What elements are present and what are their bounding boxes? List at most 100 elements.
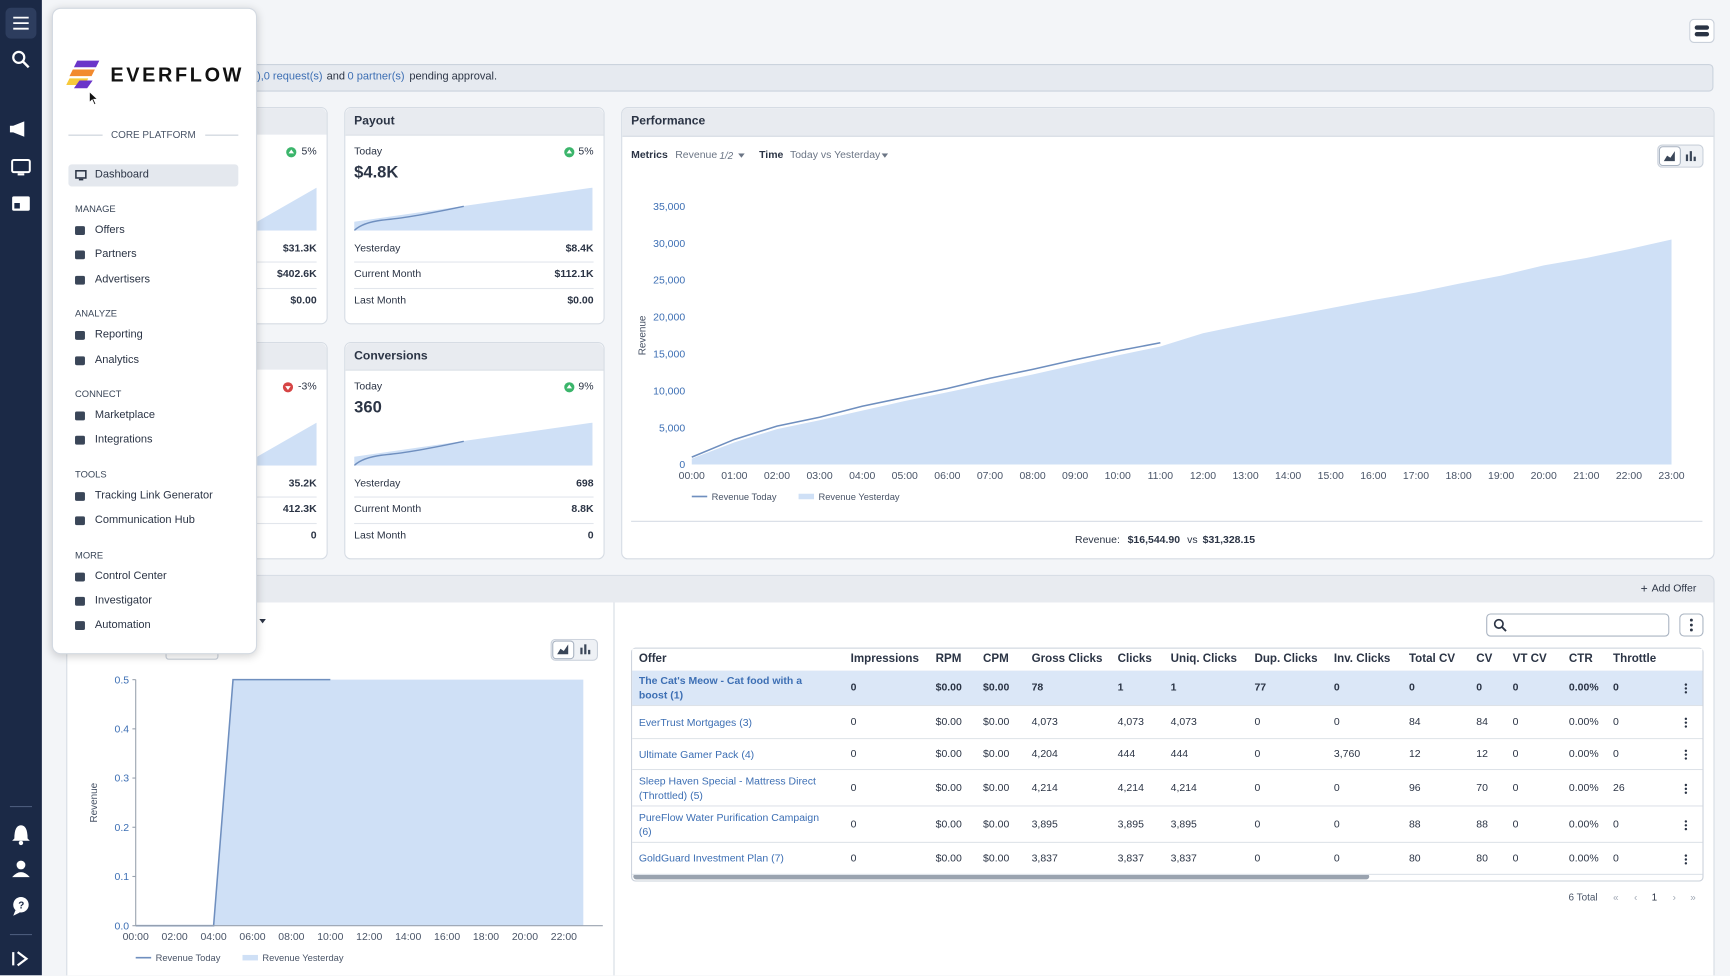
sparkline <box>257 187 317 231</box>
table-cell: 0.00% <box>1568 781 1599 794</box>
pagination-last[interactable]: » <box>1690 891 1696 903</box>
offer-link[interactable]: Sleep Haven Special - Mattress Direct (T… <box>638 775 816 802</box>
more-button[interactable] <box>1679 613 1704 637</box>
divider <box>631 520 1703 522</box>
row-menu[interactable] <box>1679 716 1692 729</box>
icon <box>75 621 85 631</box>
menu-icon <box>75 621 85 631</box>
menu-item[interactable]: Control Center <box>94 569 167 583</box>
menu-item[interactable]: Reporting <box>94 328 143 342</box>
x-tick-label: 09:00 <box>1062 471 1088 482</box>
icon <box>286 147 297 158</box>
table-cell: 4,214 <box>1170 781 1197 794</box>
pagination-first[interactable]: « <box>1613 891 1619 903</box>
layout-toggle[interactable] <box>1689 18 1715 44</box>
series-line <box>691 342 1161 458</box>
table-cell: 26 <box>1613 781 1625 794</box>
row-menu[interactable] <box>1679 782 1692 795</box>
x-tick-label: 02:00 <box>162 932 188 943</box>
offer-link[interactable]: The Cat's Meow - Cat food with a boost (… <box>638 675 803 702</box>
table-cell: 3,895 <box>1031 818 1058 831</box>
menu-item[interactable]: Investigator <box>94 594 152 607</box>
offers-table <box>631 647 1704 882</box>
sparkline <box>354 187 593 231</box>
metric-select[interactable]: Revenue <box>675 148 718 162</box>
menu-item[interactable]: Offers <box>94 223 125 237</box>
x-tick-label: 10:00 <box>317 932 343 943</box>
table-row <box>632 739 1703 771</box>
row-value: $112.1K <box>554 268 594 281</box>
menu-item[interactable]: Partners <box>94 248 137 261</box>
column-header: CPM <box>983 652 1009 666</box>
chart-type-toggle[interactable] <box>1657 144 1704 168</box>
icon <box>75 411 85 421</box>
svg-text:?: ? <box>18 901 24 912</box>
pagination-next[interactable]: › <box>1672 891 1676 903</box>
row-menu[interactable] <box>1679 748 1692 761</box>
row-menu[interactable] <box>1679 682 1692 695</box>
offer-link[interactable]: Ultimate Gamer Pack (4) <box>638 748 755 761</box>
row-menu[interactable] <box>1679 852 1692 865</box>
sparkline-line <box>354 205 464 231</box>
menu-item[interactable]: Communication Hub <box>94 514 195 527</box>
table-cell: 0.00% <box>1568 748 1599 761</box>
x-tick-label: 11:00 <box>1148 471 1174 482</box>
x-tick-label: 13:00 <box>1232 471 1258 482</box>
search-icon <box>1493 618 1507 632</box>
row-label: Current Month <box>354 503 422 516</box>
column-header: Inv. Clicks <box>1333 652 1391 666</box>
table-cell: $0.00 <box>983 681 1010 694</box>
table-cell: 0 <box>850 852 857 865</box>
dot <box>1684 853 1688 857</box>
chart-type-toggle[interactable] <box>550 638 598 661</box>
offer-link[interactable]: GoldGuard Investment Plan (7) <box>638 852 784 866</box>
column-header: Impressions <box>850 652 919 666</box>
approval-banner <box>99 63 1714 92</box>
menu-item[interactable]: Advertisers <box>94 273 151 286</box>
menu-item[interactable]: Tracking Link Generator <box>94 489 213 502</box>
legend-label: Revenue Today <box>156 953 221 963</box>
table-cell: 1 <box>1170 681 1177 694</box>
menu-item[interactable]: Automation <box>94 619 151 632</box>
table-cell: 0.00% <box>1568 681 1599 694</box>
legend-label: Revenue Today <box>712 492 777 502</box>
divider <box>613 602 615 976</box>
offer-link[interactable]: PureFlow Water Purification Campaign (6) <box>638 811 820 838</box>
metric-value: $4.8K <box>354 163 399 183</box>
pagination-prev[interactable]: ‹ <box>1634 891 1638 903</box>
x-tick-label: 19:00 <box>1488 471 1514 482</box>
y-tick-label: 0.3 <box>115 774 130 785</box>
scrollbar[interactable] <box>633 873 1370 880</box>
table-cell: $0.00 <box>935 818 962 831</box>
add-offer-button[interactable]: Add Offer <box>1651 582 1697 595</box>
dot <box>1684 683 1688 686</box>
y-tick-label: 20,000 <box>653 313 685 324</box>
summary-vs: vs <box>1187 534 1198 547</box>
banner-partners-link[interactable]: 0 partner(s) <box>347 70 405 83</box>
menu-item[interactable]: Integrations <box>94 434 153 447</box>
x-tick-label: 10:00 <box>1105 471 1131 482</box>
pagination-page[interactable]: 1 <box>1651 891 1658 903</box>
row-menu[interactable] <box>1679 818 1692 831</box>
menu-item[interactable]: Dashboard <box>94 168 149 181</box>
offer-link[interactable]: EverTrust Mortgages (3) <box>638 716 753 729</box>
add-offer-icon: + <box>1640 582 1648 596</box>
dot <box>1684 687 1688 690</box>
change-arrow <box>566 384 573 389</box>
search-input[interactable] <box>1486 613 1670 637</box>
divider <box>257 496 317 498</box>
x-tick-label: 02:00 <box>764 471 790 482</box>
menu-item[interactable]: Marketplace <box>94 409 155 422</box>
y-tick-label: 0.1 <box>115 872 130 883</box>
row-label: Last Month <box>354 529 407 542</box>
table-row <box>632 770 1703 807</box>
table-row <box>632 670 1703 707</box>
table-cell: 444 <box>1170 748 1189 761</box>
divider <box>68 134 103 136</box>
table-cell: 96 <box>1408 781 1421 794</box>
menu-icon <box>75 331 85 341</box>
banner-requests-link[interactable]: 0 request(s) <box>263 70 323 83</box>
menu-item[interactable]: Analytics <box>94 353 140 366</box>
table-cell: 0 <box>1254 852 1261 865</box>
time-select[interactable]: Today vs Yesterday <box>789 148 881 162</box>
